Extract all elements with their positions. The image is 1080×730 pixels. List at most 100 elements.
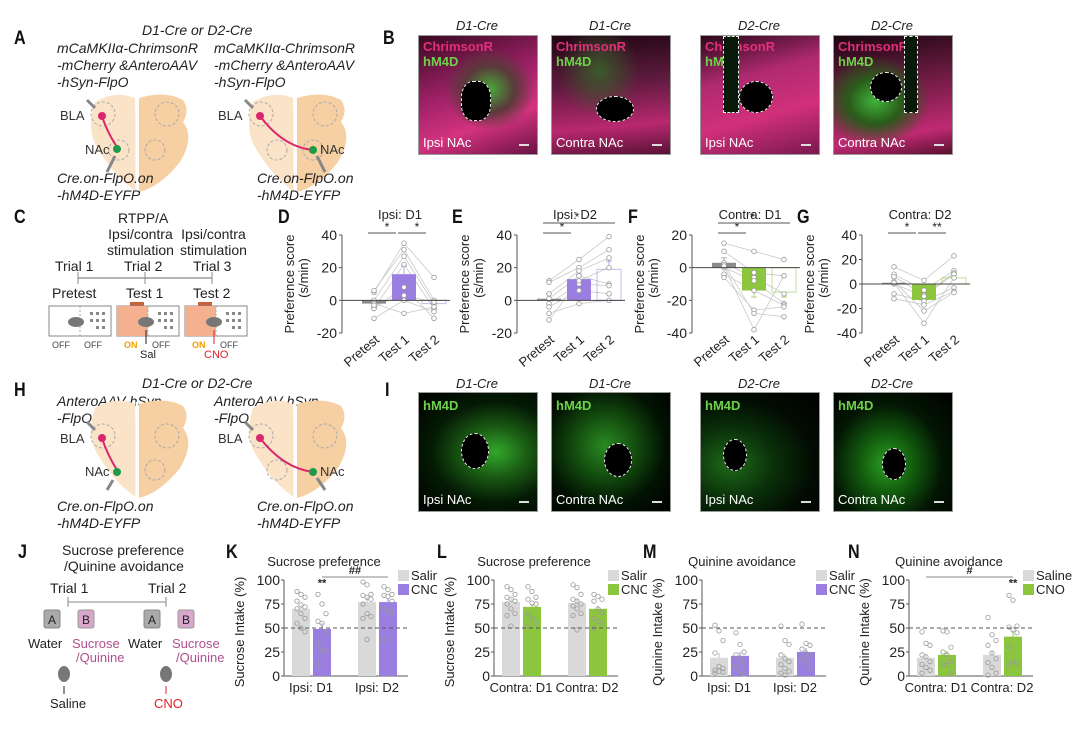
location-label: Contra NAc <box>838 492 906 507</box>
brain-diagram-right: BLA NAc <box>218 400 347 500</box>
data-point <box>940 649 946 655</box>
data-point <box>803 659 809 666</box>
data-point <box>919 629 925 635</box>
data-point <box>323 630 329 636</box>
data-point <box>786 668 792 674</box>
channel-label-hm4d: hM4D <box>423 54 459 69</box>
data-point <box>606 291 612 297</box>
switch-label-on: ON <box>124 340 138 350</box>
location-label: Contra NAc <box>556 135 624 150</box>
data-point <box>576 256 582 263</box>
data-point <box>944 652 950 658</box>
data-point <box>751 327 757 333</box>
y-tick-label: -40 <box>837 325 857 341</box>
legend-label: Saline <box>829 568 855 583</box>
micrograph-title: D1-Cre <box>589 376 631 391</box>
x-tick-label: Test 2 <box>756 332 792 366</box>
chart-m: Quinine avoidance 0 25 50 75 100 Quinine Intak… <box>650 554 855 695</box>
virus-line: -hSyn-FlpO <box>214 74 286 90</box>
svg-text:B: B <box>82 613 90 627</box>
data-point <box>595 593 601 599</box>
x-tick-label: Contra: D2 <box>971 680 1034 695</box>
data-point <box>401 284 407 290</box>
data-point <box>431 274 437 281</box>
data-point <box>599 610 605 616</box>
chart-title: Quinine avoidance <box>688 554 796 569</box>
panel-a-left-virus: mCaMKIIα-ChrimsonR -mCherry &AnteroAAV -… <box>57 40 198 91</box>
bla-dot <box>98 434 106 442</box>
data-point <box>546 291 552 297</box>
data-point <box>294 588 300 595</box>
data-point <box>576 273 582 279</box>
test-label: Pretest <box>52 285 97 301</box>
data-point <box>951 275 957 281</box>
channel-label-hm4d: hM4D <box>423 398 459 413</box>
chart-d: Ipsi: D1 -20 0 20 40 Preference score (s/min) *… <box>282 207 450 370</box>
data-point <box>401 310 407 317</box>
data-point <box>578 601 584 607</box>
data-point <box>360 615 366 622</box>
fiber-track-outline <box>723 36 739 113</box>
data-point <box>606 247 612 253</box>
data-point <box>712 622 718 628</box>
fiber-track-outline <box>904 36 918 113</box>
panel-label-i: I <box>385 380 390 401</box>
switch-label: OFF <box>84 340 102 350</box>
data-point <box>591 598 597 604</box>
data-point <box>891 291 897 297</box>
liquid-quinine: /Quinine <box>176 650 224 665</box>
y-axis-label-unit: (s/min) <box>646 258 661 298</box>
data-point <box>294 620 300 626</box>
data-point <box>951 253 957 259</box>
legend-label: CNO <box>621 582 647 597</box>
chamber-test2: ON OFF CNO <box>184 302 248 360</box>
liquid-sucrose: Sucrose <box>172 636 220 651</box>
data-point <box>923 664 929 670</box>
data-point <box>576 300 582 307</box>
data-point <box>940 660 946 667</box>
data-point <box>751 287 757 294</box>
chart-l: Sucrose preference 0 25 50 75 100 Sucrose Inta… <box>442 554 647 695</box>
commissure-outline <box>882 448 906 480</box>
micrograph-b3: ChrimsonR hM4D Ipsi NAc <box>700 35 820 155</box>
panel-h-header: D1-Cre or D2-Cre <box>142 375 253 391</box>
scale-bar <box>652 501 662 503</box>
x-tick-label: Test 2 <box>406 332 442 366</box>
data-point <box>989 650 995 656</box>
svg-text:A: A <box>48 613 56 627</box>
data-point <box>778 652 784 658</box>
data-point <box>574 606 580 612</box>
data-point <box>989 632 995 638</box>
x-tick-label: Pretest <box>341 332 382 370</box>
legend-label: CNO <box>1036 582 1065 597</box>
y-tick-label: 25 <box>474 644 490 660</box>
y-tick-label: 100 <box>467 572 491 588</box>
location-label: Ipsi NAc <box>423 135 472 150</box>
data-point <box>508 606 514 612</box>
channel-label-chrimsonr: ChrimsonR <box>838 39 909 54</box>
data-point <box>364 582 370 588</box>
legend-label: CNO <box>411 582 437 597</box>
data-point <box>302 604 308 610</box>
data-point <box>371 302 377 308</box>
data-point <box>315 618 321 624</box>
data-point <box>389 598 395 604</box>
micrograph-i2: hM4D Contra NAc <box>551 392 671 512</box>
data-point <box>401 253 407 259</box>
data-point <box>385 593 391 599</box>
switch-label: OFF <box>52 340 70 350</box>
scale-bar <box>519 501 529 503</box>
trial-label: Trial 2 <box>124 258 163 274</box>
micrograph-b2: ChrimsonR hM4D Contra NAc <box>551 35 671 155</box>
scale-bar <box>801 144 811 146</box>
y-axis-label-unit: (s/min) <box>816 258 831 298</box>
legend-swatch <box>398 570 409 581</box>
data-point <box>923 654 929 660</box>
data-point <box>364 636 370 643</box>
data-point <box>385 608 391 614</box>
virus-line: -FlpO <box>57 410 92 426</box>
data-point <box>599 596 605 602</box>
mouse-icon <box>58 666 70 682</box>
data-point <box>546 317 552 323</box>
panel-label-c: C <box>14 207 26 228</box>
